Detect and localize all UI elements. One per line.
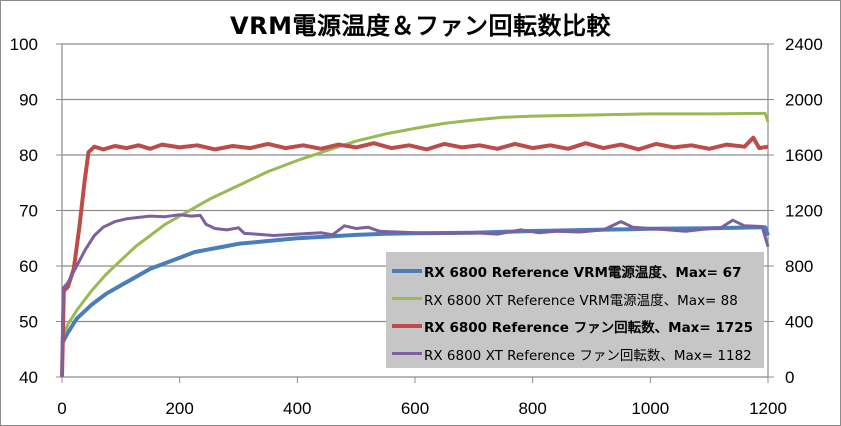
series-line-3	[60, 135, 769, 378]
x-tick-label: 800	[518, 399, 546, 418]
x-tick-label: 400	[283, 399, 311, 418]
y-tick-label: 90	[19, 91, 38, 110]
chart-title: VRM電源温度＆ファン回転数比較	[230, 12, 611, 40]
x-tick-label: 1200	[749, 399, 787, 418]
series-lines	[60, 111, 770, 378]
legend-label: RX 6800 XT Reference ファン回転数、Max= 1182	[424, 347, 752, 364]
legend: RX 6800 Reference VRM電源温度、Max= 67 RX 6800…	[386, 252, 764, 368]
legend-item: RX 6800 Reference ファン回転数、Max= 1725	[392, 312, 753, 340]
y-tick-label: 60	[19, 257, 38, 276]
legend-swatch	[392, 269, 422, 273]
legend-label: RX 6800 Reference ファン回転数、Max= 1725	[424, 320, 753, 336]
x-tick-label: 200	[165, 399, 193, 418]
legend-item: RX 6800 XT Reference ファン回転数、Max= 1182	[392, 340, 752, 368]
y-tick-label: 100	[10, 35, 38, 54]
y2-tick-label: 0	[785, 368, 794, 387]
x-axis-ticks: 0 200 400 600 800 1000 1200	[57, 377, 787, 418]
legend-item: RX 6800 Reference VRM電源温度、Max= 67	[392, 257, 741, 285]
series-line-2	[60, 111, 770, 339]
x-tick-label: 600	[401, 399, 429, 418]
x-tick-label: 1000	[631, 399, 669, 418]
y-tick-label: 80	[19, 146, 38, 165]
y-tick-label: 50	[19, 313, 38, 332]
y2-tick-label: 800	[785, 257, 813, 276]
legend-item: RX 6800 XT Reference VRM電源温度、Max= 88	[392, 285, 738, 313]
x-tick-label: 0	[57, 399, 66, 418]
legend-swatch	[392, 297, 422, 300]
legend-swatch	[392, 324, 422, 328]
y2-tick-label: 400	[785, 313, 813, 332]
y-tick-label: 40	[19, 368, 38, 387]
y2-tick-label: 2000	[785, 91, 823, 110]
y-axis-right-ticks: 0 400 800 1200 1600 2000 2400	[768, 35, 823, 387]
y-tick-label: 70	[19, 202, 38, 221]
y2-tick-label: 1200	[785, 202, 823, 221]
legend-label: RX 6800 Reference VRM電源温度、Max= 67	[424, 265, 742, 281]
y2-tick-label: 1600	[785, 146, 823, 165]
y-axis-left-ticks: 40 50 60 70 80 90 100	[10, 35, 62, 387]
series-line-1	[60, 225, 770, 345]
legend-swatch	[392, 352, 422, 355]
legend-label: RX 6800 XT Reference VRM電源温度、Max= 88	[424, 292, 738, 309]
y2-tick-label: 2400	[785, 35, 823, 54]
series-line-4	[60, 213, 770, 378]
